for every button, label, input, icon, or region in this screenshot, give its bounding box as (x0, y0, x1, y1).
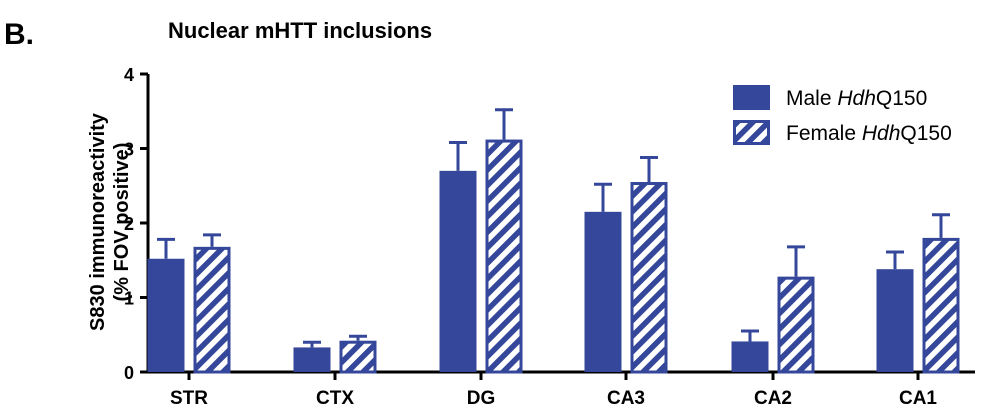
x-tick-label: CTX (316, 388, 354, 409)
panel-label: B. (4, 18, 34, 51)
bar-male (584, 211, 622, 372)
bar-male (731, 341, 769, 372)
bar-female (339, 340, 377, 374)
x-tick-label: CA2 (754, 388, 792, 409)
bar-male (876, 269, 914, 372)
legend: Male HdhQ150 Female HdhQ150 (733, 85, 952, 145)
y-tick-label: 0 (124, 363, 134, 383)
y-tick-label: 4 (124, 65, 134, 85)
y-tick-label: 2 (124, 214, 134, 234)
legend-swatch-female (733, 120, 770, 145)
y-axis-label: S830 immunoreactivity (% FOV positive) (87, 112, 133, 331)
bars (147, 108, 960, 374)
bar-female (485, 139, 523, 374)
legend-label-male: Male HdhQ150 (786, 87, 927, 110)
axes: 0 1 2 3 4 STR CTX DG CA3 CA2 CA1 (124, 65, 975, 409)
bar-female (922, 237, 960, 374)
bar-male (293, 347, 331, 372)
bar-male (439, 170, 477, 372)
bar-female (630, 182, 668, 374)
y-axis-label-line2: (% FOV positive) (111, 143, 133, 302)
y-tick-label: 3 (124, 140, 134, 160)
bar-male (147, 258, 185, 372)
x-tick-label: CA3 (607, 388, 645, 409)
chart-title: Nuclear mHTT inclusions (168, 18, 432, 43)
x-tick-label: DG (467, 388, 496, 409)
y-tick-label: 1 (124, 289, 134, 309)
legend-label-female: Female HdhQ150 (786, 122, 952, 145)
bar-female (777, 276, 815, 374)
y-axis-label-line1: S830 immunoreactivity (87, 112, 109, 331)
legend-swatch-male (733, 85, 770, 110)
bar-female (193, 246, 231, 374)
x-tick-label: CA1 (899, 388, 937, 409)
x-tick-label: STR (170, 388, 208, 409)
